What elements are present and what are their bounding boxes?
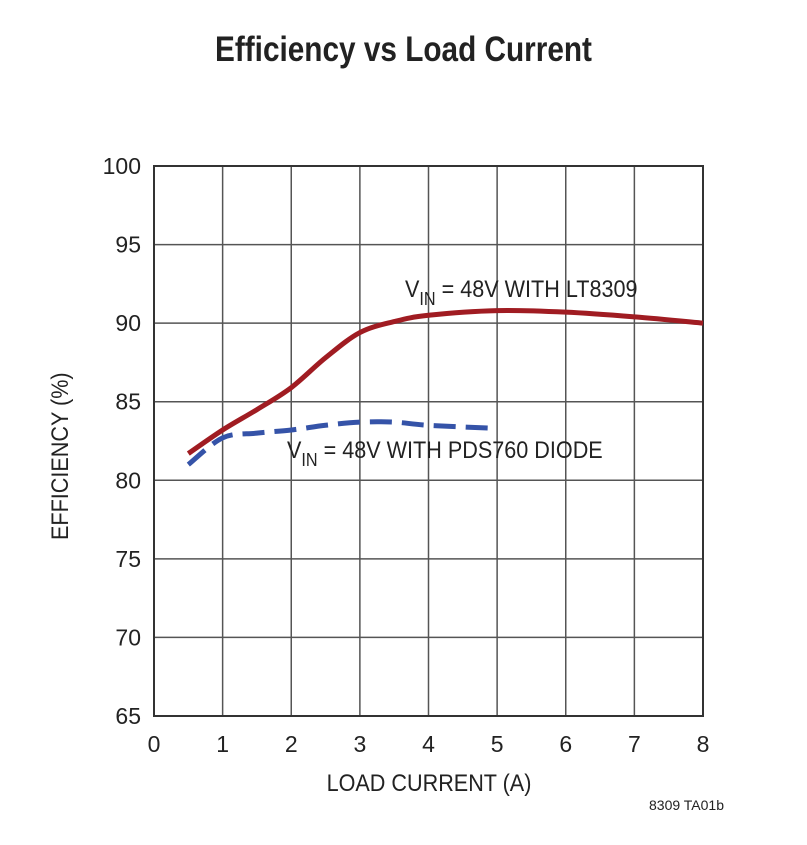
x-tick-label: 5 xyxy=(491,731,504,757)
x-tick-label: 2 xyxy=(285,731,298,757)
chart-title: Efficiency vs Load Current xyxy=(215,30,592,69)
series-line-0 xyxy=(186,307,704,456)
y-tick-label: 100 xyxy=(103,153,141,179)
series-label-pds760: VIN = 48V WITH PDS760 DIODE xyxy=(287,437,603,471)
x-tick-label: 7 xyxy=(628,731,641,757)
y-axis-label: EFFICIENCY (%) xyxy=(47,372,74,540)
label-sub: IN xyxy=(301,450,318,470)
y-tick-label: 85 xyxy=(115,389,141,415)
y-tick-label: 90 xyxy=(115,310,141,336)
figure-code: 8309 TA01b xyxy=(649,797,724,813)
x-tick-label: 6 xyxy=(559,731,572,757)
y-tick-label: 80 xyxy=(115,467,141,493)
x-tick-label: 8 xyxy=(697,731,710,757)
label-rest: = 48V WITH LT8309 xyxy=(435,276,638,303)
label-sub: IN xyxy=(419,289,436,309)
y-tick-label: 65 xyxy=(115,703,141,729)
label-rest: = 48V WITH PDS760 DIODE xyxy=(317,437,603,464)
x-tick-label: 3 xyxy=(353,731,366,757)
x-tick-label: 1 xyxy=(216,731,229,757)
series-line-1 xyxy=(186,419,498,467)
label-main: V xyxy=(287,437,302,464)
y-tick-label: 70 xyxy=(115,624,141,650)
x-tick-label: 0 xyxy=(148,731,161,757)
plot-frame xyxy=(153,165,704,717)
x-tick-label: 4 xyxy=(422,731,435,757)
x-axis-label: LOAD CURRENT (A) xyxy=(326,770,532,797)
y-tick-label: 95 xyxy=(115,232,141,258)
y-tick-label: 75 xyxy=(115,546,141,572)
label-main: V xyxy=(405,276,420,303)
series-label-lt8309: VIN = 48V WITH LT8309 xyxy=(405,276,638,310)
